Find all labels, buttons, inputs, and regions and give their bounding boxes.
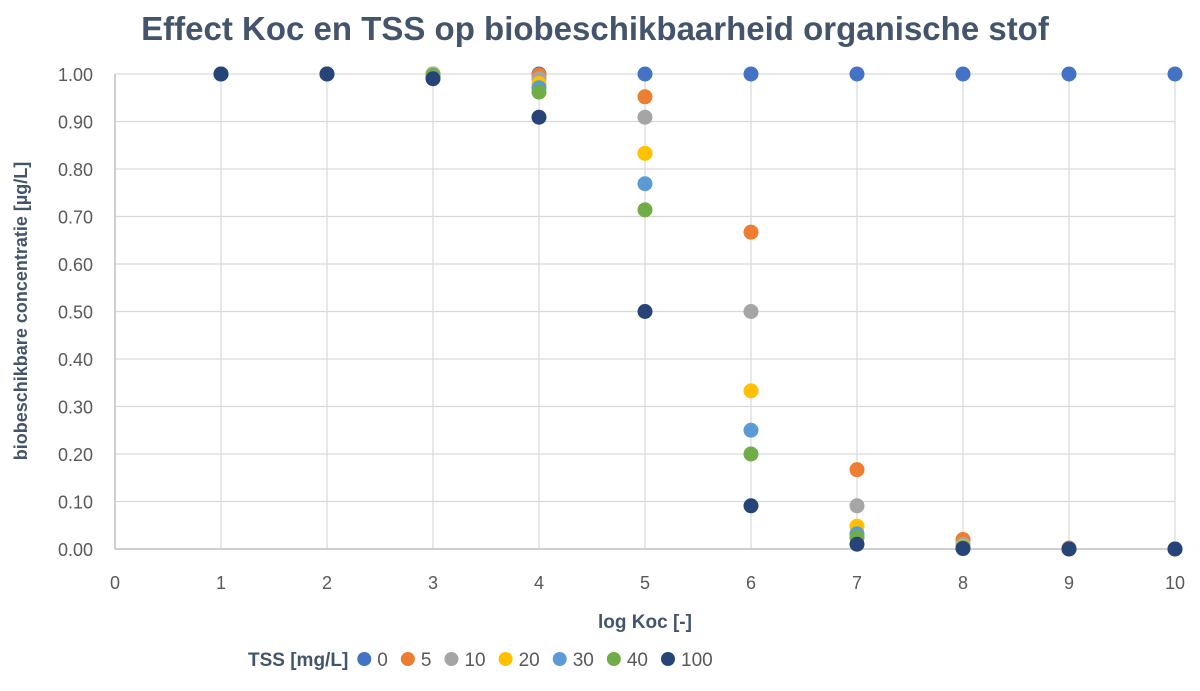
x-tick-label: 9 [1064,573,1074,593]
x-tick-label: 1 [216,573,226,593]
x-tick-label: 5 [640,573,650,593]
legend-marker [661,652,675,666]
data-point-tss-100 [213,66,229,82]
x-tick-label: 8 [958,573,968,593]
data-point-tss-100 [637,304,653,319]
data-point-tss-0 [955,66,971,82]
data-point-tss-20 [637,145,653,161]
data-point-tss-0 [637,66,653,82]
data-point-tss-40 [531,84,547,100]
data-point-tss-100 [319,66,335,82]
legend-marker [357,652,372,666]
legend: TSS [mg/L] 0 5 10 20 30 40 100 [248,650,713,671]
data-point-tss-0 [743,66,759,82]
legend-marker [552,652,567,666]
data-point-tss-30 [637,176,653,192]
legend-title: TSS [mg/L] [248,650,348,671]
x-tick-label: 10 [1165,573,1185,593]
data-point-tss-30 [743,422,759,438]
y-tick-label: 0.10 [58,493,93,513]
x-tick-label: 0 [110,573,120,593]
y-tick-label: 0.60 [58,255,93,275]
x-tick-label: 3 [428,573,438,593]
data-point-tss-40 [637,202,653,218]
x-axis-title: log Koc [-] [598,612,692,633]
data-point-tss-100 [425,71,441,87]
data-point-tss-10 [743,304,759,319]
data-point-tss-5 [849,462,865,478]
data-point-tss-0 [1167,66,1183,82]
y-tick-label: 0.00 [58,540,93,560]
data-point-tss-0 [849,66,865,82]
data-point-tss-0 [1061,66,1077,82]
y-tick-label: 1.00 [58,65,93,85]
data-point-tss-10 [849,498,865,514]
legend-marker [498,652,513,666]
data-point-tss-100 [531,109,547,125]
y-tick-label: 0.80 [58,160,93,180]
y-tick-label: 0.90 [58,113,93,133]
data-point-tss-100 [1061,541,1077,557]
legend-label: 20 [519,650,540,671]
legend-marker [444,652,459,666]
y-tick-label: 0.70 [58,208,93,228]
data-point-tss-5 [637,89,653,105]
axes: 0.00 0.10 0.20 0.30 0.40 0.50 0.60 0.70 0.80 0.90… [58,65,1185,593]
x-tick-label: 7 [852,573,862,593]
legend-label: 10 [464,650,485,671]
y-tick-label: 0.20 [58,445,93,465]
data-point-tss-10 [637,109,653,125]
y-tick-label: 0.40 [58,350,93,370]
data-point-tss-20 [743,383,759,399]
data-point-tss-100 [849,536,865,552]
data-point-tss-100 [743,498,759,514]
y-tick-label: 0.50 [58,303,93,323]
legend-label: 40 [627,650,648,671]
x-tick-label: 6 [746,573,756,593]
legend-label: 30 [573,650,594,671]
legend-label: 5 [421,650,432,671]
legend-items: 0 5 10 20 30 40 100 [357,650,713,671]
legend-marker [400,652,415,666]
data-point-tss-100 [1167,541,1183,557]
legend-label: 0 [377,650,388,671]
legend-label: 100 [681,650,713,671]
data-point-tss-5 [743,224,759,240]
data-points [213,66,1183,557]
y-axis-title: biobeschikbare concentratie [µg/L] [11,162,31,460]
legend-marker [606,652,621,666]
x-tick-label: 4 [534,573,544,593]
data-point-tss-40 [743,446,759,462]
chart-title: Effect Koc en TSS op biobeschikbaarheid … [141,10,1050,47]
x-tick-label: 2 [322,573,332,593]
data-point-tss-100 [955,541,971,557]
y-tick-label: 0.30 [58,398,93,418]
